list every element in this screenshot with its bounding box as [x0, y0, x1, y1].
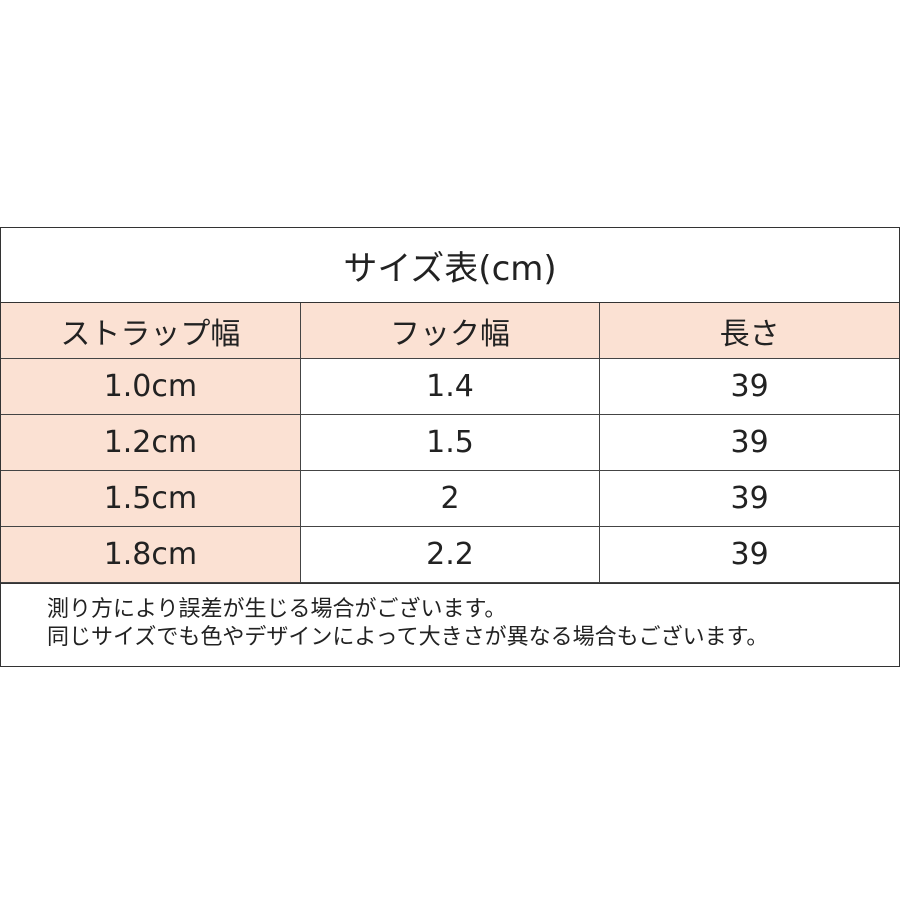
cell-strap-width: 1.2cm [1, 414, 301, 471]
cell-length: 39 [599, 414, 899, 471]
header-length: 長さ [599, 303, 899, 359]
cell-length: 39 [599, 358, 899, 415]
cell-hook-width: 1.4 [299, 358, 601, 415]
cell-hook-width: 2.2 [299, 526, 601, 583]
cell-strap-width: 1.8cm [1, 526, 301, 583]
cell-strap-width: 1.0cm [1, 358, 301, 415]
table-row: 1.0cm 1.4 39 [1, 358, 899, 415]
cell-strap-width: 1.5cm [1, 470, 301, 527]
size-grid: ストラップ幅 フック幅 長さ 1.0cm 1.4 39 1.2cm 1.5 39… [1, 303, 899, 583]
table-row: 1.8cm 2.2 39 [1, 526, 899, 583]
cell-length: 39 [599, 470, 899, 527]
header-row: ストラップ幅 フック幅 長さ [1, 303, 899, 359]
note-section: 測り方により誤差が生じる場合がございます。 同じサイズでも色やデザインによって大… [1, 583, 899, 666]
size-table: サイズ表(cm) ストラップ幅 フック幅 長さ 1.0cm 1.4 39 1.2… [0, 227, 900, 667]
table-row: 1.2cm 1.5 39 [1, 414, 899, 471]
header-strap-width: ストラップ幅 [1, 303, 301, 359]
note-line: 測り方により誤差が生じる場合がございます。 [47, 597, 507, 622]
cell-hook-width: 2 [299, 470, 601, 527]
table-row: 1.5cm 2 39 [1, 470, 899, 527]
header-hook-width: フック幅 [299, 303, 601, 359]
cell-hook-width: 1.5 [299, 414, 601, 471]
note-line: 同じサイズでも色やデザインによって大きさが異なる場合もございます。 [47, 625, 769, 650]
cell-length: 39 [599, 526, 899, 583]
table-title: サイズ表(cm) [1, 228, 899, 303]
